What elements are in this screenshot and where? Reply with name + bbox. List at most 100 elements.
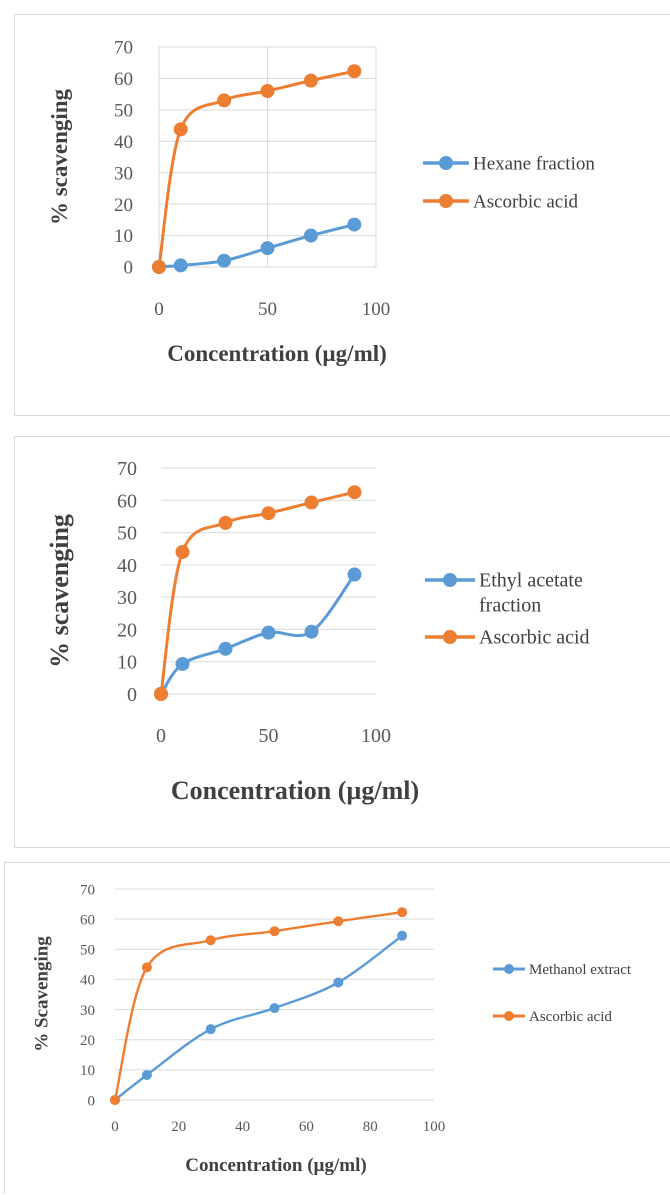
x-tick-label: 100 — [362, 299, 391, 320]
y-tick-label: 10 — [80, 1063, 95, 1079]
legend-label-sample: Ethyl acetate fraction — [479, 570, 583, 617]
legend-marker-sample — [443, 573, 457, 587]
x-tick-label: 50 — [258, 299, 277, 320]
y-tick-label: 30 — [80, 1003, 95, 1019]
x-tick-label: 40 — [235, 1119, 250, 1135]
series-line-ascorbic-acid — [157, 69, 355, 268]
y-tick-label: 50 — [80, 943, 95, 959]
y-tick-label: 70 — [114, 38, 133, 59]
series-line-sample — [158, 223, 355, 269]
y-tick-label: 50 — [117, 523, 137, 545]
data-point-ascorbic-acid — [217, 93, 232, 108]
legend-marker-sample — [439, 156, 453, 170]
y-tick-label: 40 — [114, 132, 133, 153]
y-axis-title: % scavenging — [47, 88, 72, 225]
legend-label-ascorbic-acid: Ascorbic acid — [479, 627, 590, 649]
data-point-ascorbic-acid — [110, 1095, 120, 1105]
y-tick-label: 0 — [124, 258, 134, 279]
data-point-ascorbic-acid — [175, 544, 190, 559]
gridlines — [115, 888, 434, 1101]
data-point-ascorbic-acid — [205, 935, 216, 946]
series-line-ascorbic-acid — [159, 490, 355, 695]
legend-marker-ascorbic-acid — [443, 630, 457, 644]
x-tick-label: 80 — [363, 1119, 378, 1135]
y-tick-label: 20 — [117, 619, 137, 641]
y-axis-title: % scavenging — [45, 514, 74, 668]
legend-marker-ascorbic-acid — [439, 194, 453, 208]
x-tick-label: 100 — [423, 1119, 446, 1135]
x-tick-label: 20 — [171, 1119, 186, 1135]
series-line-sample — [114, 934, 403, 1101]
x-tick-label: 0 — [154, 299, 164, 320]
data-point-sample — [304, 624, 319, 639]
data-point-sample — [173, 258, 188, 273]
chart-ethyl-acetate: 0 10 20 30 40 50 60 70 0 50 100 Concentration (µg/m… — [45, 458, 590, 805]
data-point-ascorbic-acid — [303, 73, 318, 88]
x-axis-title: Concentration (µg/ml) — [185, 1155, 366, 1176]
data-point-ascorbic-acid — [261, 506, 276, 521]
data-point-ascorbic-acid — [397, 907, 408, 918]
gridlines — [161, 467, 376, 695]
data-point-sample — [260, 241, 275, 256]
data-point-sample — [217, 253, 232, 268]
data-point-ascorbic-acid — [141, 962, 152, 973]
y-tick-label: 60 — [80, 912, 95, 928]
y-axis-title: % Scavenging — [32, 936, 53, 1052]
y-tick-label: 60 — [117, 490, 137, 512]
y-tick-label: 70 — [80, 882, 95, 898]
chart-panel-ethyl-acetate: 0 10 20 30 40 50 60 70 0 50 100 Concentration (µg/m… — [14, 436, 670, 848]
y-tick-label: 10 — [117, 652, 137, 674]
data-point-ascorbic-acid — [152, 260, 166, 274]
y-tick-label: 30 — [114, 163, 133, 184]
y-tick-label: 0 — [88, 1093, 96, 1109]
data-point-ascorbic-acid — [304, 495, 319, 510]
x-tick-label: 100 — [361, 725, 391, 747]
y-tick-label: 30 — [117, 587, 137, 609]
legend-marker-sample — [504, 964, 514, 974]
data-point-sample — [347, 217, 362, 232]
x-tick-label: 60 — [299, 1119, 314, 1135]
data-point-sample — [205, 1024, 216, 1035]
data-point-ascorbic-acid — [347, 64, 362, 79]
series-line-ascorbic-acid — [113, 911, 403, 1101]
data-point-ascorbic-acid — [173, 122, 188, 137]
data-point-sample — [141, 1069, 152, 1080]
chart-panel-hexane: 0 10 20 30 40 50 60 70 0 50 100 Concentration (µg/m… — [14, 14, 670, 416]
data-point-ascorbic-acid — [218, 515, 233, 530]
data-point-ascorbic-acid — [333, 916, 344, 927]
data-point-sample — [333, 977, 344, 988]
x-tick-label: 0 — [156, 725, 166, 747]
x-axis-title: Concentration (µg/ml) — [171, 776, 419, 805]
legend-label-ascorbic-acid: Ascorbic acid — [529, 1009, 612, 1025]
y-tick-label: 40 — [80, 973, 95, 989]
data-point-ascorbic-acid — [260, 84, 275, 98]
y-tick-label: 20 — [114, 195, 133, 216]
legend-label-ascorbic-acid: Ascorbic acid — [473, 191, 578, 212]
data-point-sample — [269, 1003, 280, 1014]
y-tick-label: 20 — [80, 1033, 95, 1049]
data-point-sample — [175, 656, 190, 671]
legend-label-sample: Methanol extract — [529, 962, 632, 978]
y-tick-label: 60 — [114, 69, 133, 90]
y-tick-label: 70 — [117, 458, 137, 480]
gridlines — [158, 46, 377, 268]
series-line-sample — [159, 573, 356, 695]
y-tick-label: 10 — [114, 226, 133, 247]
data-point-ascorbic-acid — [269, 926, 280, 937]
data-point-ascorbic-acid — [347, 485, 362, 500]
x-tick-label: 0 — [111, 1119, 119, 1135]
data-point-sample — [347, 567, 362, 582]
data-point-sample — [261, 625, 276, 640]
data-point-sample — [303, 228, 318, 243]
legend-marker-ascorbic-acid — [504, 1011, 514, 1021]
x-tick-label: 50 — [259, 725, 279, 747]
y-tick-label: 0 — [127, 684, 137, 706]
data-point-sample — [397, 930, 408, 941]
chart-hexane: 0 10 20 30 40 50 60 70 0 50 100 Concentration (µg/m… — [47, 38, 595, 366]
x-axis-title: Concentration (µg/ml) — [167, 341, 387, 366]
legend-label-sample: Hexane fraction — [473, 153, 595, 174]
chart-panel-methanol: 0 10 20 30 40 50 60 70 0 20 40 60 80 100 Concentration… — [4, 862, 670, 1194]
y-tick-label: 40 — [117, 555, 137, 577]
data-point-ascorbic-acid — [154, 687, 168, 701]
data-point-sample — [218, 641, 233, 656]
